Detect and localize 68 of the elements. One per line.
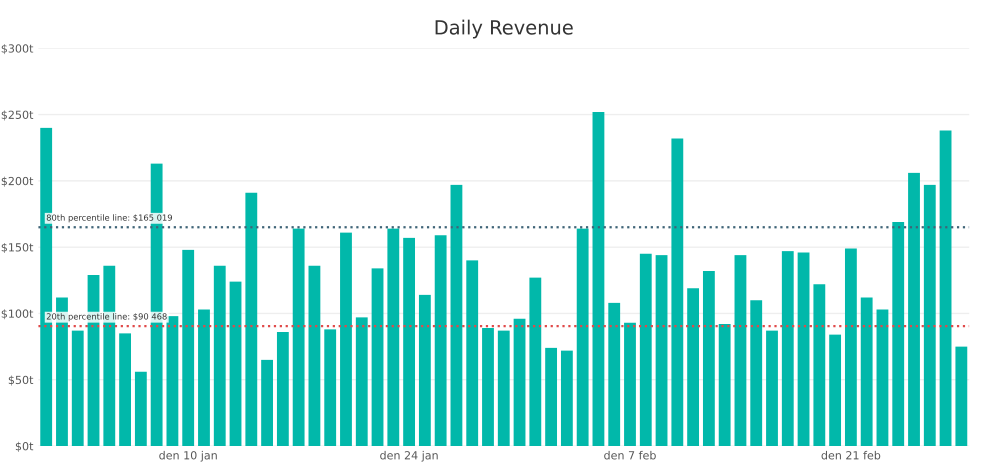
bar xyxy=(72,330,84,446)
bar xyxy=(608,302,620,446)
bar xyxy=(387,228,400,446)
bar xyxy=(576,228,589,446)
y-tick-label: $150t xyxy=(2,242,34,254)
bar xyxy=(134,372,147,446)
bar xyxy=(892,222,904,446)
y-tick-label: $200t xyxy=(2,176,34,187)
bar xyxy=(671,138,684,446)
bar xyxy=(292,228,305,446)
bar xyxy=(798,252,810,446)
bar xyxy=(545,348,558,446)
bar xyxy=(813,284,826,446)
x-tick-label: den 7 feb xyxy=(604,450,656,460)
bar xyxy=(782,251,794,446)
bar xyxy=(418,294,431,446)
bar xyxy=(514,318,526,446)
bar xyxy=(119,333,131,446)
bar xyxy=(860,298,873,446)
bar xyxy=(702,271,715,446)
x-tick-label: den 24 jan xyxy=(380,450,438,462)
bar xyxy=(687,288,700,446)
bar xyxy=(592,112,604,446)
bar xyxy=(276,332,289,446)
x-tick-label: den 21 feb xyxy=(822,450,880,460)
bar xyxy=(324,329,336,446)
ref-line-label: 20th percentile line: $90 468 xyxy=(46,313,167,322)
ref-line-label: 80th percentile line: $165 019 xyxy=(46,214,172,222)
bar xyxy=(198,309,210,446)
bar xyxy=(750,300,762,446)
bar xyxy=(214,266,226,446)
bar xyxy=(940,130,952,446)
bar xyxy=(261,360,274,446)
bar xyxy=(560,350,573,446)
y-tick-label: $300t xyxy=(2,44,34,54)
bar xyxy=(844,248,857,446)
bar xyxy=(876,309,888,446)
bar xyxy=(356,317,368,446)
bar xyxy=(718,324,731,446)
y-tick-label: $100t xyxy=(2,309,34,320)
bar xyxy=(624,322,636,446)
bar xyxy=(308,266,320,446)
bar xyxy=(340,232,352,446)
y-tick-label: $0t xyxy=(16,442,34,452)
bar xyxy=(434,235,447,446)
bar xyxy=(403,238,416,446)
bar xyxy=(466,260,478,446)
bar xyxy=(372,268,384,446)
bar xyxy=(908,172,920,446)
bar xyxy=(955,346,968,446)
bar xyxy=(498,330,510,446)
x-tick-label: den 10 jan xyxy=(159,450,217,462)
bar xyxy=(766,330,778,446)
bar xyxy=(245,192,258,446)
y-tick-label: $50t xyxy=(8,376,34,386)
bar xyxy=(230,282,242,446)
bar xyxy=(450,184,462,446)
bar xyxy=(734,255,746,446)
bar xyxy=(829,334,842,446)
bar xyxy=(529,278,542,446)
bar xyxy=(482,328,494,446)
bar xyxy=(656,255,668,446)
bar xyxy=(640,254,652,446)
y-tick-label: $250t xyxy=(2,110,34,120)
bar xyxy=(166,316,178,446)
bar xyxy=(924,184,936,446)
bar xyxy=(182,250,194,446)
chart-title: Daily Revenue xyxy=(436,20,573,38)
